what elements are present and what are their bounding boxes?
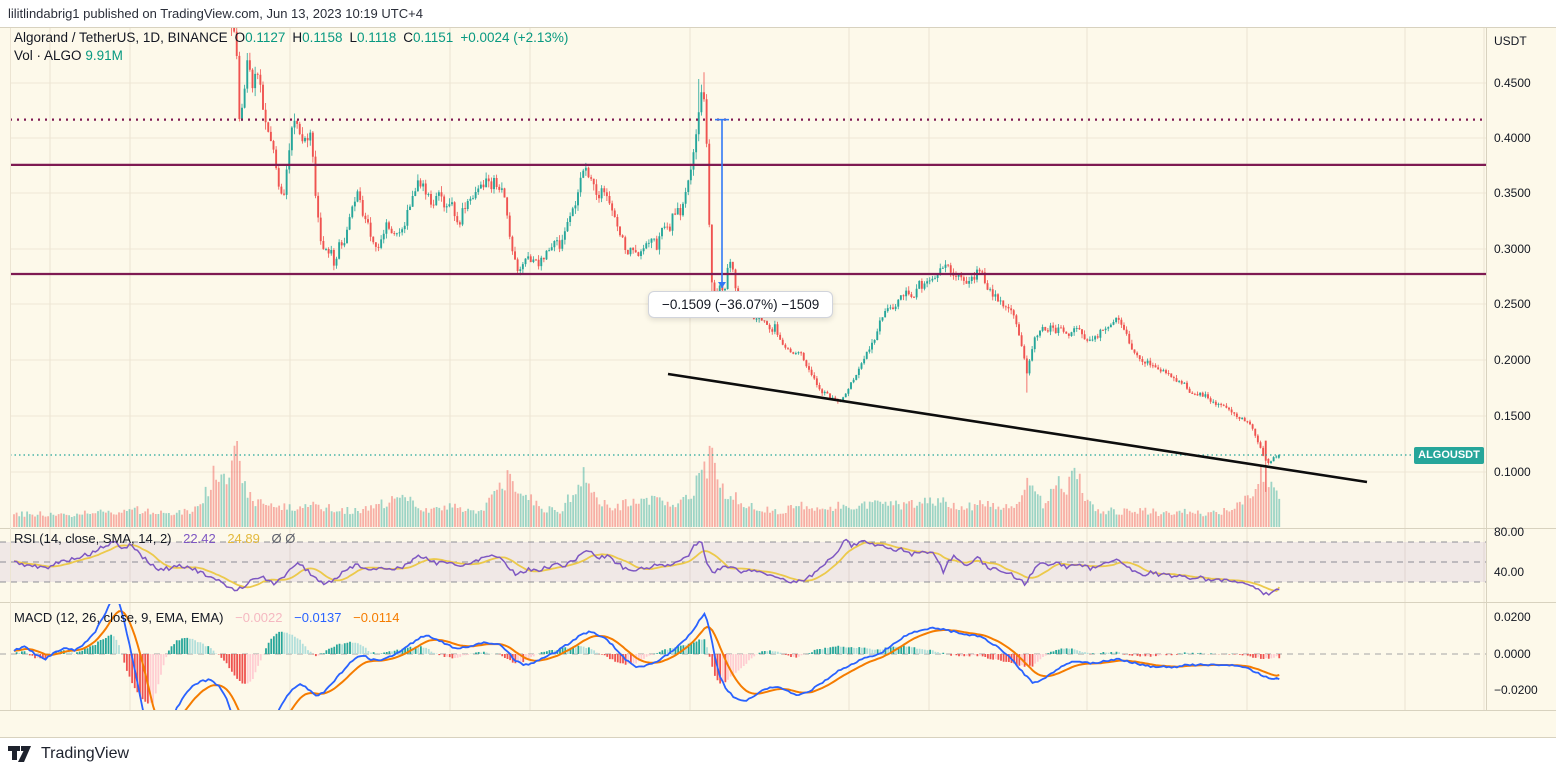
price-axis-currency: USDT [1494, 34, 1527, 48]
rsi-value: 22.42 [183, 531, 216, 546]
measure-tooltip-text: −0.1509 (−36.07%) −1509 [662, 297, 820, 312]
rsi-sma-value: 24.89 [227, 531, 260, 546]
publisher-line: lilitlindabrig1 published on TradingView… [8, 6, 423, 21]
price-axis-tick: 0.0000 [1494, 647, 1531, 661]
price-axis-tick: 0.4500 [1494, 76, 1531, 90]
ohlc-item: +0.0024 (+2.13%) [460, 30, 569, 45]
rsi-title: RSI (14, close, SMA, 14, 2) [14, 531, 172, 546]
price-axis-tick: 0.3000 [1494, 242, 1531, 256]
ohlc-item: H0.1158 [292, 30, 343, 45]
tradingview-logo-icon [8, 745, 31, 762]
price-axis-tick: 0.2000 [1494, 353, 1531, 367]
price-axis-tick: 0.2500 [1494, 297, 1531, 311]
measure-line-drawing[interactable] [715, 118, 729, 289]
price-axis-tick: 0.4000 [1494, 131, 1531, 145]
price-axis-tick: 0.0200 [1494, 610, 1531, 624]
volume-value: 9.91M [85, 48, 123, 63]
macd-line-value: −0.0137 [294, 610, 342, 625]
trendline-drawing[interactable] [667, 372, 1368, 484]
volume-label: Vol · ALGO [14, 48, 82, 63]
measure-tooltip: −0.1509 (−36.07%) −1509 [648, 291, 834, 318]
tradingview-logo-text: TradingView [41, 745, 130, 762]
macd-indicator-label[interactable]: MACD (12, 26, close, 9, EMA, EMA) −0.002… [14, 610, 400, 625]
price-axis-tick: 0.1000 [1494, 465, 1531, 479]
tradingview-logo[interactable]: TradingView [8, 745, 129, 763]
ohlc-item: O0.1127 [234, 30, 286, 45]
ohlc-values: O0.1127 H0.1158 L0.1118 C0.1151 +0.0024 (+2.… [228, 30, 569, 45]
rsi-flags: Ø Ø [271, 531, 296, 546]
last-price-symbol-badge: ALGOUSDT [1414, 446, 1484, 464]
price-axis-tick: 0.1500 [1494, 409, 1531, 423]
symbol-header: Algorand / TetherUS, 1D, BINANCE O0.1127 H… [14, 30, 568, 45]
price-axis-tick: 80.00 [1494, 525, 1525, 539]
price-axis-tick: 0.3500 [1494, 186, 1531, 200]
macd-title: MACD (12, 26, close, 9, EMA, EMA) [14, 610, 224, 625]
macd-histogram-value: −0.0022 [235, 610, 283, 625]
price-axis-tick: 40.00 [1494, 565, 1525, 579]
rsi-indicator-label[interactable]: RSI (14, close, SMA, 14, 2) 22.42 24.89 … [14, 531, 295, 546]
price-axis-tick: −0.0200 [1494, 683, 1538, 697]
ohlc-item: C0.1151 [403, 30, 454, 45]
symbol-title[interactable]: Algorand / TetherUS, 1D, BINANCE [14, 30, 228, 45]
ohlc-item: L0.1118 [349, 30, 397, 45]
macd-signal-value: −0.0114 [353, 610, 400, 625]
volume-header: Vol · ALGO 9.91M [14, 48, 123, 63]
